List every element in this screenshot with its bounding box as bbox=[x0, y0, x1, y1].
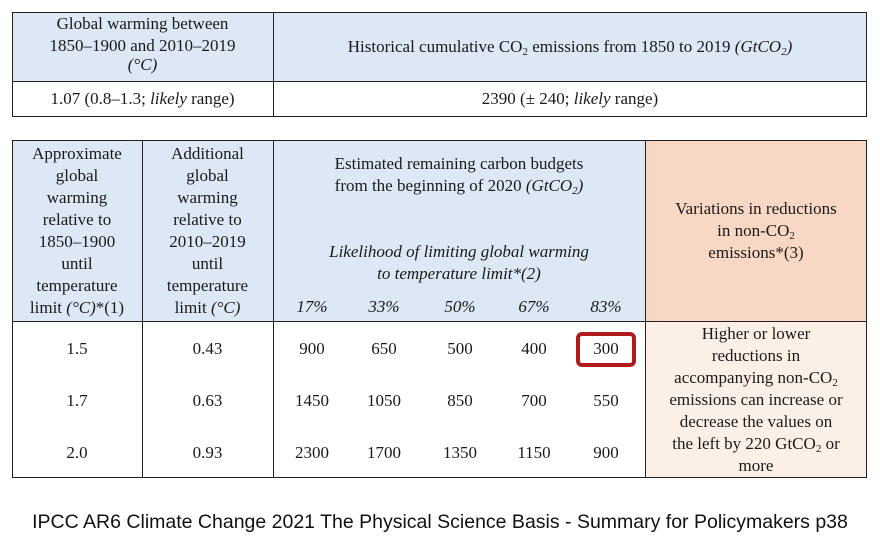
budget-value: 650 bbox=[371, 339, 397, 358]
header-global-warming: Global warming between 1850–1900 and 201… bbox=[12, 12, 273, 81]
budget-value: 1350 bbox=[443, 443, 477, 462]
budget-value: 400 bbox=[521, 339, 547, 358]
divider bbox=[142, 140, 143, 478]
row-warming: 2.0 bbox=[66, 443, 88, 462]
budget-value: 1700 bbox=[367, 443, 401, 462]
divider bbox=[273, 140, 274, 478]
variation-note: Higher or lower reductions in accompanyi… bbox=[645, 321, 867, 478]
header-additional-warming: Additional global warming relative to 20… bbox=[142, 140, 273, 321]
likelihood-50: 50% bbox=[444, 297, 476, 316]
likelihood-33: 33% bbox=[368, 297, 400, 316]
likelihood-label: Likelihood of limiting global warming bbox=[329, 242, 589, 261]
budget-value: 700 bbox=[521, 391, 547, 410]
likelihood-17: 17% bbox=[296, 297, 328, 316]
highlight-box bbox=[576, 332, 636, 367]
value-cumulative-emissions: 2390 (± 240; likely range) bbox=[481, 89, 659, 108]
divider bbox=[12, 81, 867, 82]
budget-value: 2300 bbox=[295, 443, 329, 462]
value-global-warming: 1.07 (0.8–1.3; likely range) bbox=[50, 89, 235, 108]
budget-value: 1450 bbox=[295, 391, 329, 410]
budget-value: 900 bbox=[593, 443, 619, 462]
divider bbox=[645, 140, 646, 478]
divider bbox=[12, 321, 867, 322]
top-table-border bbox=[12, 12, 867, 117]
header-variations: Variations in reductions in non-CO2 emis… bbox=[645, 140, 867, 321]
budget-value: 1150 bbox=[517, 443, 551, 462]
header-cumulative-emissions: Historical cumulative CO2 emissions from… bbox=[273, 12, 867, 81]
budget-value: 1050 bbox=[367, 391, 401, 410]
row-warming: 1.7 bbox=[66, 391, 88, 410]
budget-value: 850 bbox=[447, 391, 473, 410]
budget-value: 550 bbox=[593, 391, 619, 410]
row-additional: 0.43 bbox=[192, 339, 223, 358]
header-approx-warming: Approximate global warming relative to 1… bbox=[12, 140, 142, 321]
header-remaining-budgets: Estimated remaining carbon budgets from … bbox=[273, 140, 645, 321]
row-additional: 0.63 bbox=[192, 391, 223, 410]
budget-value: 500 bbox=[447, 339, 473, 358]
budget-table-border bbox=[12, 140, 867, 478]
budget-value: 900 bbox=[299, 339, 325, 358]
source-caption: IPCC AR6 Climate Change 2021 The Physica… bbox=[32, 511, 848, 533]
divider bbox=[273, 12, 274, 117]
row-additional: 0.93 bbox=[192, 443, 223, 462]
likelihood-83: 83% bbox=[590, 297, 622, 316]
budget-value-highlighted: 300 bbox=[593, 339, 619, 358]
row-warming: 1.5 bbox=[66, 339, 88, 358]
likelihood-67: 67% bbox=[518, 297, 550, 316]
